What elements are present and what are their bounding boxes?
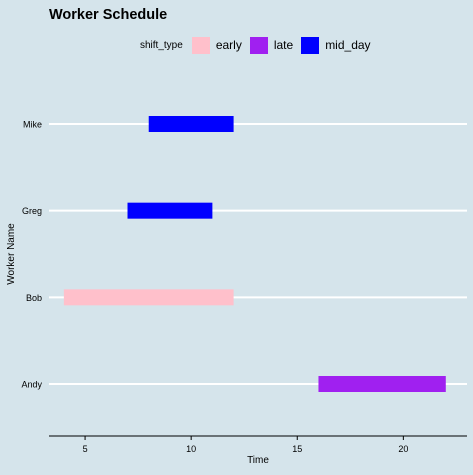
bar-bob <box>63 289 234 306</box>
x-ticks: 5 10 15 20 <box>83 436 408 454</box>
x-axis-title: Time <box>247 455 269 466</box>
gridlines <box>49 123 467 385</box>
bar-greg <box>127 202 213 219</box>
y-tick-label-mike: Mike <box>23 120 42 130</box>
legend-item-mid-day: mid_day <box>301 36 371 54</box>
x-tick-label-10: 10 <box>186 444 196 454</box>
y-axis-title: Worker Name <box>6 223 17 285</box>
legend-item-late: late <box>249 36 294 54</box>
bar-andy <box>318 376 446 392</box>
legend-item-early: early <box>191 36 242 54</box>
legend-label-late: late <box>273 38 294 52</box>
y-tick-labels: Andy Bob Greg Mike <box>21 120 42 390</box>
legend-label-mid-day: mid_day <box>325 38 371 52</box>
y-tick-label-greg: Greg <box>22 206 42 216</box>
bars <box>63 116 446 392</box>
legend-title: shift_type <box>140 39 183 51</box>
legend-swatch-early <box>191 36 210 54</box>
legend-swatch-late <box>249 36 268 54</box>
legend-swatch-mid-day <box>301 36 320 54</box>
legend-label-early: early <box>215 38 242 52</box>
chart-title: Worker Schedule <box>49 7 168 23</box>
x-tick-label-15: 15 <box>292 444 302 454</box>
y-tick-label-andy: Andy <box>21 380 42 390</box>
x-tick-label-5: 5 <box>83 444 88 454</box>
legend: shift_type early late mid_day <box>140 36 379 54</box>
bar-mike <box>148 116 234 132</box>
y-tick-label-bob: Bob <box>26 293 42 303</box>
x-tick-label-20: 20 <box>398 444 408 454</box>
